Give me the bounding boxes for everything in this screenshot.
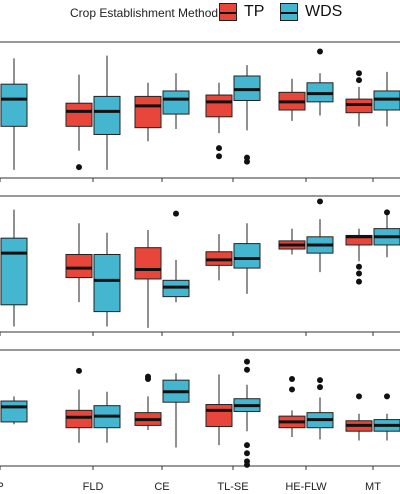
outlier-point bbox=[244, 158, 250, 165]
outlier-point bbox=[216, 145, 222, 152]
outlier-point bbox=[244, 358, 250, 365]
panel-frame bbox=[0, 41, 400, 179]
legend-key-wds bbox=[280, 3, 298, 21]
outlier-point bbox=[173, 210, 179, 217]
legend-title: Crop Establishment Method bbox=[70, 6, 219, 20]
box-wds bbox=[0, 83, 28, 127]
x-tick-label: FLD bbox=[83, 481, 104, 493]
legend-label-tp: TP bbox=[244, 3, 265, 20]
outlier-point bbox=[76, 164, 82, 171]
outlier-point bbox=[384, 393, 390, 400]
outlier-point bbox=[356, 393, 362, 400]
x-tick-label: CE bbox=[154, 481, 169, 493]
x-tick-label: TL-SE bbox=[217, 481, 248, 493]
box-wds bbox=[0, 237, 28, 306]
box-wds bbox=[162, 90, 190, 115]
outlier-point bbox=[76, 367, 82, 374]
outlier-point bbox=[356, 70, 362, 77]
outlier-point bbox=[244, 366, 250, 373]
box-tp bbox=[205, 404, 233, 428]
box-tp bbox=[134, 247, 162, 280]
outlier-point bbox=[356, 270, 362, 277]
legend-key-tp bbox=[219, 3, 237, 21]
outlier-point bbox=[317, 384, 323, 391]
box-tp bbox=[65, 253, 93, 279]
box-wds bbox=[0, 400, 28, 423]
box-wds bbox=[93, 253, 121, 313]
x-tick-label: MT bbox=[365, 481, 381, 493]
outlier-point bbox=[356, 77, 362, 84]
box-tp bbox=[65, 102, 93, 127]
outlier-point bbox=[145, 376, 151, 382]
outlier-point bbox=[317, 377, 323, 384]
x-tick-label: HE-FLW bbox=[285, 481, 327, 493]
box-wds bbox=[233, 243, 261, 269]
outlier-point bbox=[384, 209, 390, 216]
legend-label-wds: WDS bbox=[305, 3, 343, 20]
panel-frame bbox=[0, 195, 400, 333]
box-wds bbox=[93, 95, 121, 135]
outlier-point bbox=[216, 153, 222, 160]
x-tick-label: P bbox=[0, 481, 4, 493]
panel-frame bbox=[0, 349, 400, 467]
outlier-point bbox=[317, 198, 323, 205]
outlier-point bbox=[244, 442, 250, 449]
outlier-point bbox=[289, 376, 295, 382]
outlier-point bbox=[317, 48, 323, 55]
outlier-point bbox=[356, 263, 362, 270]
box-tp bbox=[65, 409, 93, 429]
box-tp bbox=[205, 94, 233, 118]
box-tp bbox=[134, 95, 162, 129]
outlier-point bbox=[244, 461, 250, 468]
legend: Crop Establishment Method TP WDS bbox=[0, 0, 400, 30]
outlier-point bbox=[356, 278, 362, 285]
outlier-point bbox=[244, 450, 250, 457]
outlier-point bbox=[289, 386, 295, 393]
